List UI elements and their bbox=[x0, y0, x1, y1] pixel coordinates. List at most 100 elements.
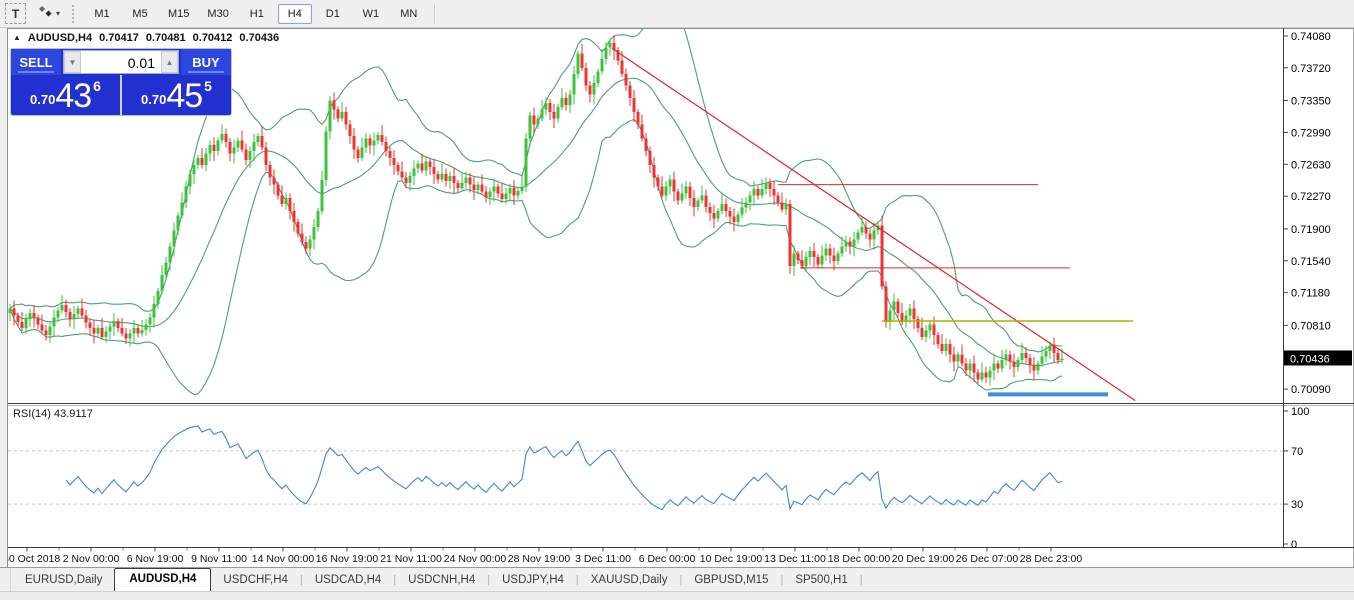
price-axis-label: 0.70810 bbox=[1291, 320, 1331, 332]
tab-divider: | bbox=[393, 574, 397, 586]
price-axis-label: 0.74080 bbox=[1291, 31, 1331, 43]
current-price-label: 0.70436 bbox=[1290, 353, 1330, 365]
rsi-line bbox=[65, 425, 1063, 511]
tab-divider: | bbox=[679, 574, 683, 586]
time-axis-label: 9 Nov 11:00 bbox=[191, 553, 247, 565]
buy-button[interactable]: BUY bbox=[181, 49, 231, 75]
volume-increase-icon[interactable]: ▲ bbox=[161, 51, 178, 73]
price-axis-label: 0.73720 bbox=[1291, 63, 1331, 75]
time-axis-label: 30 Oct 2018 bbox=[3, 553, 60, 565]
rsi-indicator-label: RSI(14) 43.9117 bbox=[13, 408, 93, 420]
buy-price-big: 45 bbox=[166, 77, 203, 115]
price-axis-label: 0.71180 bbox=[1291, 288, 1330, 300]
timeframe-button-m1[interactable]: M1 bbox=[94, 7, 110, 20]
time-axis-label: 26 Dec 07:00 bbox=[956, 553, 1019, 565]
tab-divider: | bbox=[487, 574, 491, 586]
chart-tab-audusd-h4[interactable]: AUDUSD,H4 bbox=[114, 568, 212, 591]
buy-price-prefix: 0.70 bbox=[141, 92, 167, 107]
chart-tab-sp500-h1[interactable]: SP500,H1 bbox=[795, 574, 848, 586]
toolbar: T ▾ M1 M5 M15 M30 H1 H4 D1 W1 MN bbox=[0, 0, 1354, 28]
volume-decrease-icon[interactable]: ▼ bbox=[64, 51, 81, 73]
one-click-trading-panel: SELL ▼ 0.01 ▲ BUY 0.70 43 6 0.70 45 5 bbox=[10, 48, 232, 116]
time-axis-label: 28 Dec 23:00 bbox=[1020, 553, 1083, 565]
text-label-tool-icon[interactable]: T bbox=[5, 3, 26, 24]
time-axis-label: 18 Dec 00:00 bbox=[828, 553, 891, 565]
time-axis-label: 13 Dec 11:00 bbox=[764, 553, 826, 565]
rsi-axis-label: 70 bbox=[1291, 446, 1303, 458]
timeframe-button-w1[interactable]: W1 bbox=[362, 7, 380, 20]
bollinger-middle-band bbox=[9, 77, 1063, 367]
price-axis-label: 0.71540 bbox=[1291, 256, 1331, 268]
sell-price[interactable]: 0.70 43 6 bbox=[11, 75, 122, 115]
toolbar-gripper[interactable] bbox=[72, 4, 77, 23]
current-price-tag bbox=[1284, 350, 1352, 366]
time-axis-label: 14 Nov 00:00 bbox=[252, 553, 315, 565]
left-window-edge bbox=[0, 28, 8, 567]
time-axis-label: 20 Dec 19:00 bbox=[892, 553, 955, 565]
rsi-plot bbox=[8, 425, 1283, 511]
chart-tab-usdjpy-h4[interactable]: USDJPY,H4 bbox=[502, 574, 564, 586]
chart-tab-eurusd-daily[interactable]: EURUSD,Daily bbox=[25, 574, 103, 586]
chart-tabbar: EURUSD,Daily AUDUSD,H4 USDCHF,H4 | USDCAD,H4… bbox=[0, 567, 1354, 591]
price-axis: 0.74080 0.73720 0.73350 0.72990 0.72630 0.722… bbox=[1283, 31, 1352, 396]
time-axis-label: 3 Dec 11:00 bbox=[575, 553, 631, 565]
price-axis-label: 0.71900 bbox=[1291, 224, 1331, 236]
timeframe-buttons: M1 M5 M15 M30 H1 H4 D1 W1 MN bbox=[85, 3, 426, 24]
chevron-down-icon[interactable]: ▾ bbox=[56, 9, 61, 18]
chart-tab-usdcnh-h4[interactable]: USDCNH,H4 bbox=[408, 574, 476, 586]
arrows-tool-button[interactable]: ▾ bbox=[34, 2, 64, 26]
chart-tab-usdchf-h4[interactable]: USDCHF,H4 bbox=[223, 574, 288, 586]
time-axis-label: 16 Nov 19:00 bbox=[316, 553, 379, 565]
ohlc-close: 0.70436 bbox=[239, 32, 280, 44]
ohlc-open: 0.70417 bbox=[99, 32, 139, 44]
one-click-collapse-icon[interactable]: ▲ bbox=[13, 33, 21, 42]
tab-divider: | bbox=[780, 574, 784, 586]
volume-stepper: ▼ 0.01 ▲ bbox=[63, 50, 179, 74]
price-axis-label: 0.72990 bbox=[1291, 127, 1331, 139]
bollinger-lower-band bbox=[9, 118, 1063, 395]
time-axis-label: 6 Dec 00:00 bbox=[639, 553, 696, 565]
chart-tab-xauusd-daily[interactable]: XAUUSD,Daily bbox=[590, 574, 668, 586]
rsi-axis-label: 100 bbox=[1291, 406, 1309, 418]
rsi-axis: 100 70 30 0 bbox=[1283, 406, 1309, 551]
time-axis-label: 10 Dec 19:00 bbox=[700, 553, 763, 565]
chart-tab-usdcad-h4[interactable]: USDCAD,H4 bbox=[314, 574, 382, 586]
volume-field[interactable]: 0.01 bbox=[127, 55, 155, 71]
buy-price[interactable]: 0.70 45 5 bbox=[122, 75, 231, 115]
chart-header: ▲ AUDUSD,H4 0.70417 0.70481 0.70412 0.70… bbox=[13, 32, 279, 44]
timeframe-button-m5[interactable]: M5 bbox=[132, 7, 148, 20]
time-axis-label: 24 Nov 00:00 bbox=[444, 553, 507, 565]
time-axis-label: 21 Nov 11:00 bbox=[380, 553, 442, 565]
main-plot bbox=[8, 28, 1136, 402]
sell-button[interactable]: SELL bbox=[11, 49, 61, 75]
price-axis-label: 0.73350 bbox=[1291, 96, 1331, 108]
time-axis-label: 28 Nov 19:00 bbox=[508, 553, 571, 565]
tab-divider: | bbox=[859, 574, 863, 586]
chart-tab-gbpusd-m15[interactable]: GBPUSD,M15 bbox=[694, 574, 769, 586]
sell-price-prefix: 0.70 bbox=[30, 92, 56, 107]
time-axis-label: 6 Nov 19:00 bbox=[127, 553, 184, 565]
timeframe-button-h4[interactable]: H4 bbox=[277, 3, 312, 24]
time-axis-label: 2 Nov 00:00 bbox=[63, 553, 120, 565]
tab-scroll-strip[interactable] bbox=[0, 568, 11, 591]
status-strip bbox=[0, 591, 1354, 600]
price-axis-label: 0.72270 bbox=[1291, 191, 1331, 203]
tab-divider: | bbox=[299, 574, 303, 586]
timeframe-button-d1[interactable]: D1 bbox=[325, 7, 340, 20]
timeframe-button-h1[interactable]: H1 bbox=[249, 7, 264, 20]
panel-borders bbox=[0, 28, 1354, 548]
price-axis-label: 0.70090 bbox=[1291, 384, 1331, 396]
timeframe-button-m30[interactable]: M30 bbox=[207, 7, 229, 20]
arrows-tool-icon bbox=[38, 4, 53, 24]
sell-price-pip: 6 bbox=[93, 78, 101, 94]
sell-price-big: 43 bbox=[55, 77, 92, 115]
buy-price-pip: 5 bbox=[204, 78, 212, 94]
rsi-axis-label: 30 bbox=[1291, 499, 1303, 511]
timeframe-button-mn[interactable]: MN bbox=[400, 7, 418, 20]
candles bbox=[8, 34, 1064, 386]
timeframe-button-m15[interactable]: M15 bbox=[168, 7, 190, 20]
ohlc-high: 0.70481 bbox=[145, 32, 186, 44]
rsi-axis-label: 0 bbox=[1291, 539, 1297, 551]
